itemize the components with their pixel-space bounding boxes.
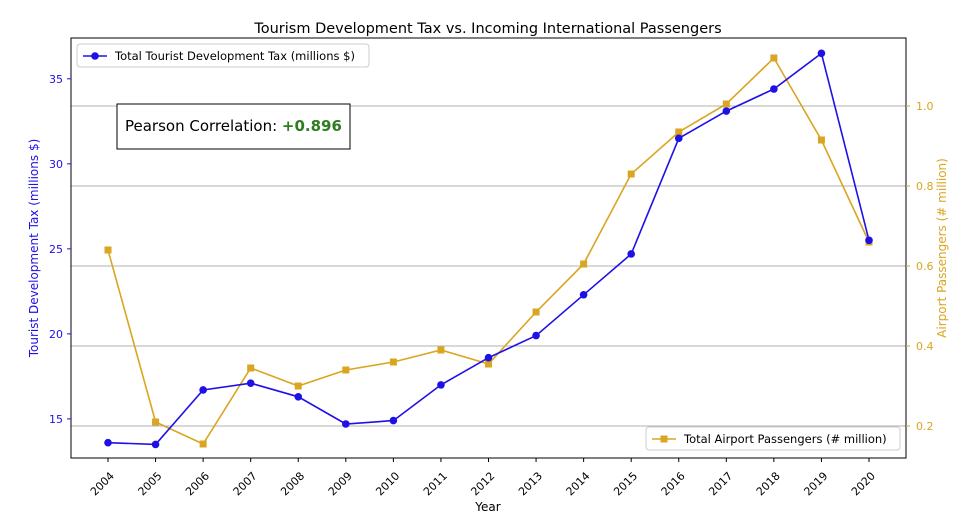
data-point <box>674 134 683 143</box>
data-point <box>294 392 303 401</box>
x-tick-label: 2008 <box>278 469 307 498</box>
legend-tax: Total Tourist Development Tax (millions … <box>76 43 370 68</box>
plot-frame <box>70 37 907 459</box>
correlation-box <box>116 103 351 150</box>
x-axis: 2004 2005 2006 2007 2008 2009 2010 2011 2012 2013… <box>88 458 878 498</box>
data-point <box>437 381 445 389</box>
legend-tax-box <box>76 43 370 68</box>
series-tax <box>104 49 873 449</box>
x-tick-label: 2013 <box>516 469 545 498</box>
y-left-tick-label: 30 <box>49 158 63 171</box>
x-tick-label: 2005 <box>136 469 165 498</box>
data-point <box>389 358 397 366</box>
data-point <box>484 353 493 362</box>
data-point <box>627 170 635 178</box>
correlation-value: +0.896 <box>282 117 342 135</box>
x-tick-label: 2010 <box>373 469 402 498</box>
y-axis-right-label: Airport Passengers (# million) <box>935 158 949 338</box>
data-point <box>389 416 398 425</box>
y-left-tick-label: 35 <box>49 73 63 86</box>
data-point <box>675 128 683 136</box>
data-point <box>199 440 207 448</box>
chart-title: Tourism Development Tax vs. Incoming Int… <box>253 21 721 37</box>
x-tick-label: 2009 <box>326 469 355 498</box>
x-tick-label: 2004 <box>88 469 117 498</box>
y-axis-left: 15 20 25 30 35 <box>49 73 71 426</box>
data-point <box>532 308 540 316</box>
gridlines <box>71 105 906 427</box>
legend-passengers-box <box>645 426 901 451</box>
data-point <box>104 246 112 254</box>
y-axis-left-label: Tourist Development Tax (millions $) <box>27 139 41 359</box>
x-tick-label: 2016 <box>659 469 688 498</box>
series-passengers <box>104 54 873 448</box>
x-tick-label: 2011 <box>421 469 450 498</box>
data-point <box>770 85 778 93</box>
data-point <box>104 438 112 447</box>
data-point <box>151 440 160 449</box>
correlation-text: Pearson Correlation: +0.896 <box>125 117 342 135</box>
x-tick-label: 2007 <box>231 469 260 498</box>
data-point <box>342 420 350 428</box>
x-tick-label: 2020 <box>849 469 878 498</box>
y-right-tick-label: 0.8 <box>916 180 934 193</box>
data-point <box>247 364 255 372</box>
legend-tax-label: Total Tourist Development Tax (millions … <box>114 49 355 63</box>
data-point <box>580 260 588 268</box>
data-point <box>246 379 255 387</box>
data-point <box>722 100 730 108</box>
x-tick-label: 2018 <box>754 469 783 498</box>
data-point <box>770 54 778 62</box>
data-point <box>817 49 826 58</box>
legend-tax-marker <box>91 52 99 60</box>
y-left-tick-label: 15 <box>49 413 63 426</box>
x-tick-label: 2019 <box>801 469 830 498</box>
y-right-tick-label: 1.0 <box>916 100 934 113</box>
correlation-annotation: Pearson Correlation: +0.896 <box>116 103 351 150</box>
x-tick-label: 2015 <box>611 469 640 498</box>
data-point <box>722 107 731 115</box>
y-left-tick-label: 25 <box>49 243 63 256</box>
y-left-tick-label: 20 <box>49 328 63 341</box>
data-point <box>342 366 350 374</box>
correlation-prefix: Pearson Correlation: <box>125 117 282 135</box>
y-right-tick-label: 0.4 <box>916 340 934 353</box>
data-point <box>627 250 635 258</box>
legend-passengers-label: Total Airport Passengers (# million) <box>683 432 887 446</box>
data-point <box>152 418 160 426</box>
x-tick-label: 2014 <box>564 469 593 498</box>
data-point <box>485 360 492 368</box>
y-right-tick-label: 0.6 <box>916 260 934 273</box>
legend-passengers-marker <box>660 435 668 443</box>
data-point <box>294 382 302 390</box>
legend-passengers: Total Airport Passengers (# million) <box>645 426 901 451</box>
data-point <box>579 290 588 299</box>
data-point <box>532 331 540 340</box>
x-tick-label: 2006 <box>183 469 212 498</box>
x-tick-label: 2017 <box>706 469 735 498</box>
x-axis-label: Year <box>474 500 500 514</box>
data-point <box>199 386 207 394</box>
x-tick-label: 2012 <box>468 469 497 498</box>
data-point <box>817 136 825 144</box>
y-right-tick-label: 0.2 <box>916 420 934 433</box>
y-axis-right: 0.2 0.4 0.6 0.8 1.0 <box>906 100 934 433</box>
data-point <box>865 236 873 245</box>
data-point <box>437 346 445 354</box>
